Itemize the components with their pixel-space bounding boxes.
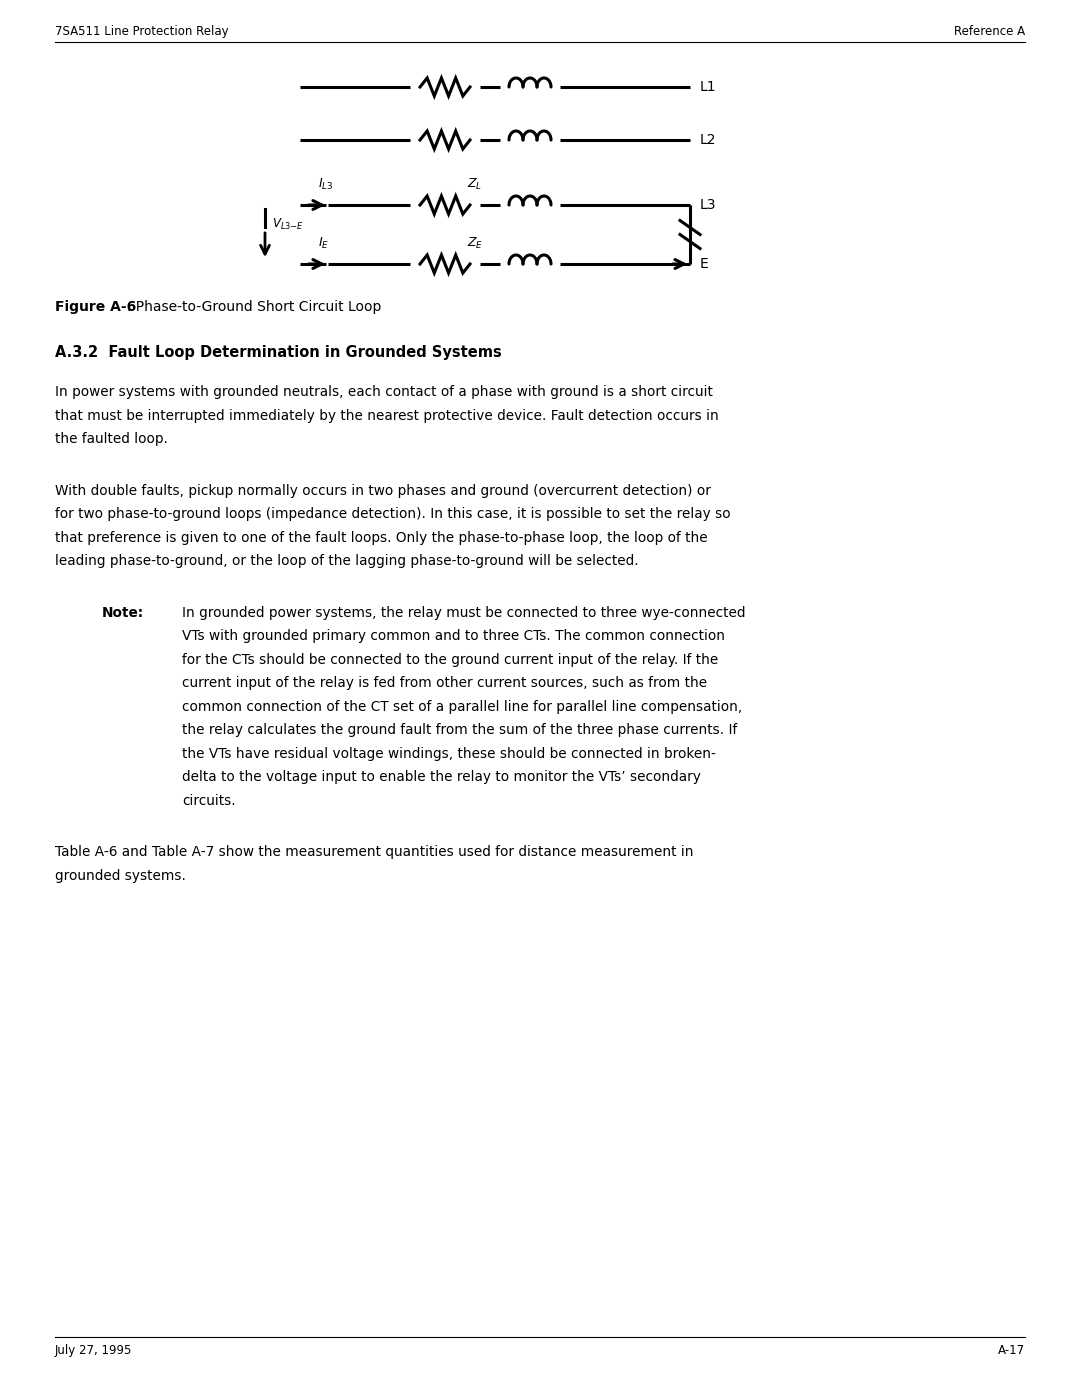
Text: $V_{L3\mathrm{-}E}$: $V_{L3\mathrm{-}E}$ xyxy=(272,217,303,232)
Text: With double faults, pickup normally occurs in two phases and ground (overcurrent: With double faults, pickup normally occu… xyxy=(55,483,711,497)
Text: Reference A: Reference A xyxy=(954,25,1025,38)
Text: 7SA511 Line Protection Relay: 7SA511 Line Protection Relay xyxy=(55,25,229,38)
Text: VTs with grounded primary common and to three CTs. The common connection: VTs with grounded primary common and to … xyxy=(183,629,725,643)
Text: E: E xyxy=(700,257,708,271)
Text: that preference is given to one of the fault loops. Only the phase-to-phase loop: that preference is given to one of the f… xyxy=(55,531,707,545)
Text: L2: L2 xyxy=(700,133,716,147)
Text: L3: L3 xyxy=(700,198,716,212)
Text: . Phase-to-Ground Short Circuit Loop: . Phase-to-Ground Short Circuit Loop xyxy=(127,300,381,314)
Text: the VTs have residual voltage windings, these should be connected in broken-: the VTs have residual voltage windings, … xyxy=(183,746,716,760)
Text: common connection of the CT set of a parallel line for parallel line compensatio: common connection of the CT set of a par… xyxy=(183,700,742,714)
Text: for the CTs should be connected to the ground current input of the relay. If the: for the CTs should be connected to the g… xyxy=(183,652,718,666)
Text: $I_{L3}$: $I_{L3}$ xyxy=(318,177,334,191)
Text: In grounded power systems, the relay must be connected to three wye-connected: In grounded power systems, the relay mus… xyxy=(183,605,745,619)
Text: July 27, 1995: July 27, 1995 xyxy=(55,1344,133,1356)
Text: $Z_L$: $Z_L$ xyxy=(467,177,482,191)
Text: grounded systems.: grounded systems. xyxy=(55,869,186,883)
Text: the relay calculates the ground fault from the sum of the three phase currents. : the relay calculates the ground fault fr… xyxy=(183,724,738,738)
Text: A-17: A-17 xyxy=(998,1344,1025,1356)
Text: current input of the relay is fed from other current sources, such as from the: current input of the relay is fed from o… xyxy=(183,676,707,690)
Text: A.3.2  Fault Loop Determination in Grounded Systems: A.3.2 Fault Loop Determination in Ground… xyxy=(55,345,502,360)
Text: for two phase-to-ground loops (impedance detection). In this case, it is possibl: for two phase-to-ground loops (impedance… xyxy=(55,507,731,521)
Text: In power systems with grounded neutrals, each contact of a phase with ground is : In power systems with grounded neutrals,… xyxy=(55,386,713,400)
Text: that must be interrupted immediately by the nearest protective device. Fault det: that must be interrupted immediately by … xyxy=(55,408,719,422)
Text: circuits.: circuits. xyxy=(183,793,235,807)
Text: L1: L1 xyxy=(700,80,717,94)
Text: Figure A-6: Figure A-6 xyxy=(55,300,136,314)
Text: Table A-6 and Table A-7 show the measurement quantities used for distance measur: Table A-6 and Table A-7 show the measure… xyxy=(55,845,693,859)
Text: delta to the voltage input to enable the relay to monitor the VTs’ secondary: delta to the voltage input to enable the… xyxy=(183,770,701,784)
Text: Note:: Note: xyxy=(102,605,144,619)
Text: $I_E$: $I_E$ xyxy=(318,236,329,251)
Text: leading phase-to-ground, or the loop of the lagging phase-to-ground will be sele: leading phase-to-ground, or the loop of … xyxy=(55,555,638,569)
Text: $Z_E$: $Z_E$ xyxy=(467,236,484,251)
Text: the faulted loop.: the faulted loop. xyxy=(55,432,167,446)
